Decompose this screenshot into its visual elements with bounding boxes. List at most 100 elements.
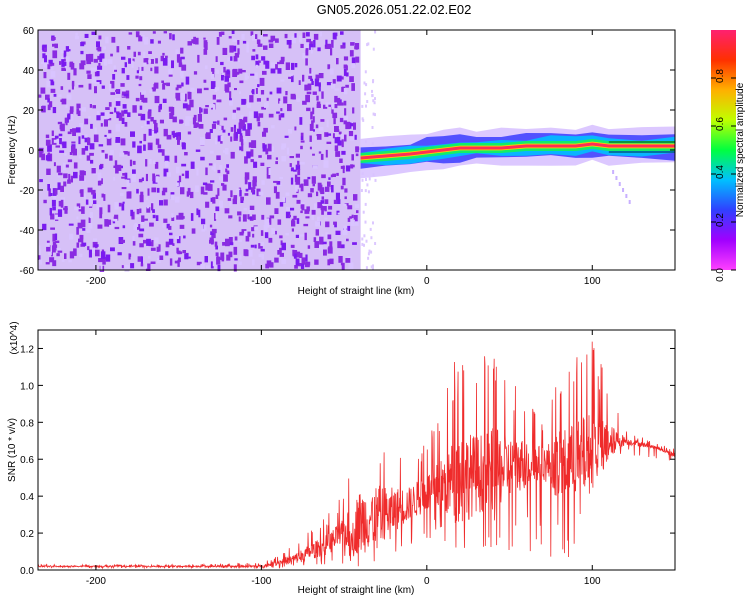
noise-cell bbox=[136, 209, 140, 215]
noise-cell bbox=[96, 204, 102, 211]
noise-cell bbox=[303, 261, 306, 269]
noise-cell bbox=[78, 238, 83, 243]
noise-cell bbox=[203, 224, 207, 231]
noise-cell bbox=[234, 88, 237, 91]
colorbar-tick-label: 0.0 bbox=[715, 268, 726, 282]
noise-cell bbox=[94, 67, 97, 72]
noise-cell bbox=[245, 235, 250, 242]
noise-cell bbox=[618, 182, 621, 186]
noise-cell bbox=[51, 37, 56, 40]
noise-cell bbox=[305, 254, 308, 262]
noise-cell bbox=[181, 163, 187, 167]
noise-cell bbox=[211, 228, 217, 234]
noise-cell bbox=[80, 42, 85, 47]
noise-cell bbox=[85, 199, 91, 205]
noise-cell bbox=[325, 186, 330, 192]
noise-cell bbox=[149, 145, 152, 149]
noise-cell bbox=[331, 40, 334, 48]
noise-cell bbox=[306, 32, 310, 37]
noise-cell bbox=[61, 61, 65, 67]
noise-cell bbox=[63, 61, 67, 66]
noise-cell bbox=[62, 162, 66, 171]
noise-cell bbox=[145, 159, 148, 167]
noise-cell bbox=[266, 97, 269, 101]
noise-cell bbox=[54, 43, 58, 49]
noise-cell bbox=[370, 265, 373, 269]
noise-cell bbox=[279, 183, 282, 187]
noise-cell bbox=[211, 68, 215, 72]
noise-cell bbox=[175, 166, 180, 174]
noise-cell bbox=[211, 123, 216, 129]
noise-cell bbox=[163, 128, 168, 137]
noise-cell bbox=[187, 256, 191, 259]
noise-cell bbox=[198, 124, 204, 129]
noise-cell bbox=[151, 203, 154, 211]
noise-cell bbox=[110, 247, 115, 252]
noise-cell bbox=[87, 246, 90, 251]
noise-cell bbox=[233, 195, 238, 200]
noise-cell bbox=[216, 37, 220, 45]
noise-cell bbox=[52, 50, 58, 59]
noise-cell bbox=[42, 223, 47, 231]
noise-cell bbox=[132, 160, 136, 165]
noise-cell bbox=[104, 219, 109, 227]
noise-cell bbox=[217, 169, 221, 174]
noise-cell bbox=[301, 204, 305, 211]
noise-cell bbox=[58, 133, 63, 137]
noise-cell bbox=[152, 214, 156, 219]
noise-cell bbox=[44, 55, 47, 63]
noise-cell bbox=[255, 64, 258, 69]
noise-cell bbox=[334, 126, 339, 132]
noise-cell bbox=[116, 164, 122, 171]
noise-cell bbox=[343, 68, 347, 76]
noise-cell bbox=[203, 79, 207, 83]
noise-cell bbox=[169, 112, 174, 119]
noise-cell bbox=[152, 173, 155, 182]
noise-cell bbox=[127, 151, 130, 156]
noise-cell bbox=[218, 200, 223, 208]
noise-cell bbox=[179, 119, 183, 124]
noise-cell bbox=[213, 163, 216, 172]
noise-cell bbox=[169, 33, 172, 40]
noise-cell bbox=[68, 260, 72, 263]
noise-cell bbox=[260, 230, 264, 236]
noise-cell bbox=[344, 188, 348, 193]
noise-cell bbox=[85, 54, 91, 61]
noise-cell bbox=[343, 203, 347, 207]
noise-cell bbox=[279, 235, 283, 239]
noise-cell bbox=[118, 114, 123, 121]
noise-cell bbox=[172, 243, 175, 246]
noise-cell bbox=[45, 134, 50, 139]
noise-cell bbox=[154, 82, 159, 89]
noise-cell bbox=[309, 135, 312, 142]
noise-cell bbox=[101, 193, 104, 198]
noise-cell bbox=[304, 232, 307, 241]
noise-cell bbox=[366, 100, 369, 103]
noise-cell bbox=[236, 107, 241, 111]
noise-cell bbox=[322, 241, 327, 245]
noise-cell bbox=[327, 247, 333, 254]
noise-cell bbox=[321, 234, 324, 239]
noise-cell bbox=[270, 35, 276, 41]
noise-cell bbox=[178, 62, 183, 68]
noise-cell bbox=[229, 202, 232, 206]
noise-cell bbox=[86, 229, 91, 233]
noise-cell bbox=[212, 121, 217, 124]
noise-cell bbox=[201, 218, 206, 225]
noise-cell bbox=[294, 174, 298, 182]
noise-cell bbox=[48, 101, 53, 108]
noise-cell bbox=[39, 179, 43, 183]
noise-cell bbox=[124, 62, 127, 68]
noise-cell bbox=[146, 205, 150, 209]
noise-cell bbox=[622, 188, 625, 192]
noise-cell bbox=[127, 112, 131, 117]
noise-cell bbox=[113, 216, 118, 220]
noise-cell bbox=[38, 94, 42, 98]
noise-cell bbox=[308, 75, 313, 80]
noise-cell bbox=[203, 192, 208, 195]
noise-cell bbox=[193, 160, 196, 166]
noise-cell bbox=[150, 261, 156, 264]
noise-cell bbox=[115, 101, 121, 106]
noise-cell bbox=[203, 37, 206, 40]
